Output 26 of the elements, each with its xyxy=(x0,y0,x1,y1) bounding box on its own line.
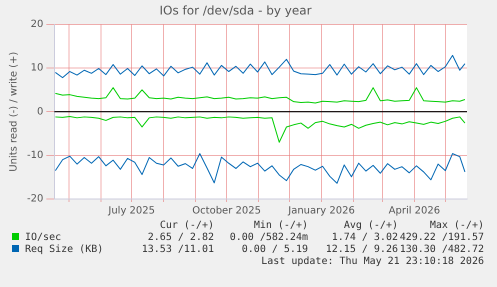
y-tick-label: -20 xyxy=(26,194,44,205)
y-tick-label: -10 xyxy=(26,150,44,161)
text: 0.00 /582.24m xyxy=(228,232,308,243)
x-tick-label: July 2025 xyxy=(107,206,156,217)
text: Avg (-/+) xyxy=(342,220,398,231)
text: 0.00 / 5.19 xyxy=(240,244,308,255)
x-tick-label: October 2025 xyxy=(192,206,261,217)
x-tick-label: April 2026 xyxy=(388,206,440,217)
text: 1.74 / 3.02 xyxy=(330,232,398,243)
x-tick-label: January 2026 xyxy=(287,206,355,217)
legend-label: IO/sec xyxy=(24,232,62,243)
y-tick-label: 10 xyxy=(30,62,44,74)
text: 429.22 /191.57 xyxy=(398,232,484,243)
text: 130.30 /482.72 xyxy=(398,244,484,255)
chart-title: IOs for /dev/sda - by year xyxy=(159,3,312,18)
text: Max (-/+) xyxy=(428,220,484,231)
text: Last update: Thu May 21 23:10:18 2026 xyxy=(260,256,484,267)
text: 12.15 / 9.26 xyxy=(324,244,398,255)
text: 2.65 / 2.82 xyxy=(146,232,214,243)
text: Min (-/+) xyxy=(252,220,308,231)
y-tick-label: 0 xyxy=(36,106,44,118)
y-tick-label: 20 xyxy=(30,18,44,30)
legend-label: Req Size (KB) xyxy=(24,244,104,255)
y-axis-title: Units read (-) / write (+) xyxy=(8,52,20,172)
text: Cur (-/+) xyxy=(158,220,214,231)
text: 13.53 /11.01 xyxy=(140,244,214,255)
